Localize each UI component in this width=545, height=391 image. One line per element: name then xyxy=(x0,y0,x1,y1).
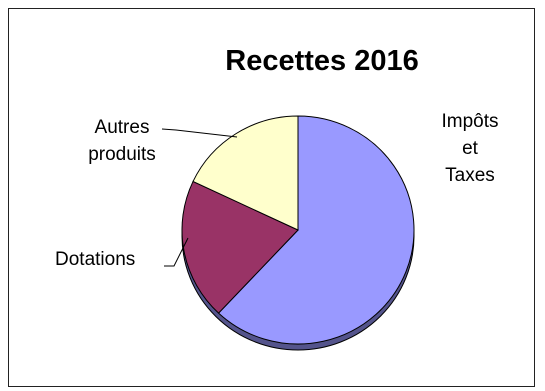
leader-line-2 xyxy=(164,237,189,267)
pie-slice-2 xyxy=(181,180,299,314)
slice-label-2: Dotations xyxy=(55,249,135,270)
slice-label-3: Autres produits xyxy=(88,117,156,165)
pie-slices xyxy=(181,115,415,351)
chart-title: Recettes 2016 xyxy=(225,45,418,77)
slice-label-1: Impôts et Taxes xyxy=(441,111,498,186)
leader-line-3 xyxy=(161,128,238,138)
pie-slice-1 xyxy=(217,115,415,345)
leader-lines xyxy=(161,128,238,267)
slice-labels: Impôts et Taxes Dotations Autres produits xyxy=(55,111,499,270)
pie-slice-3 xyxy=(192,115,299,231)
